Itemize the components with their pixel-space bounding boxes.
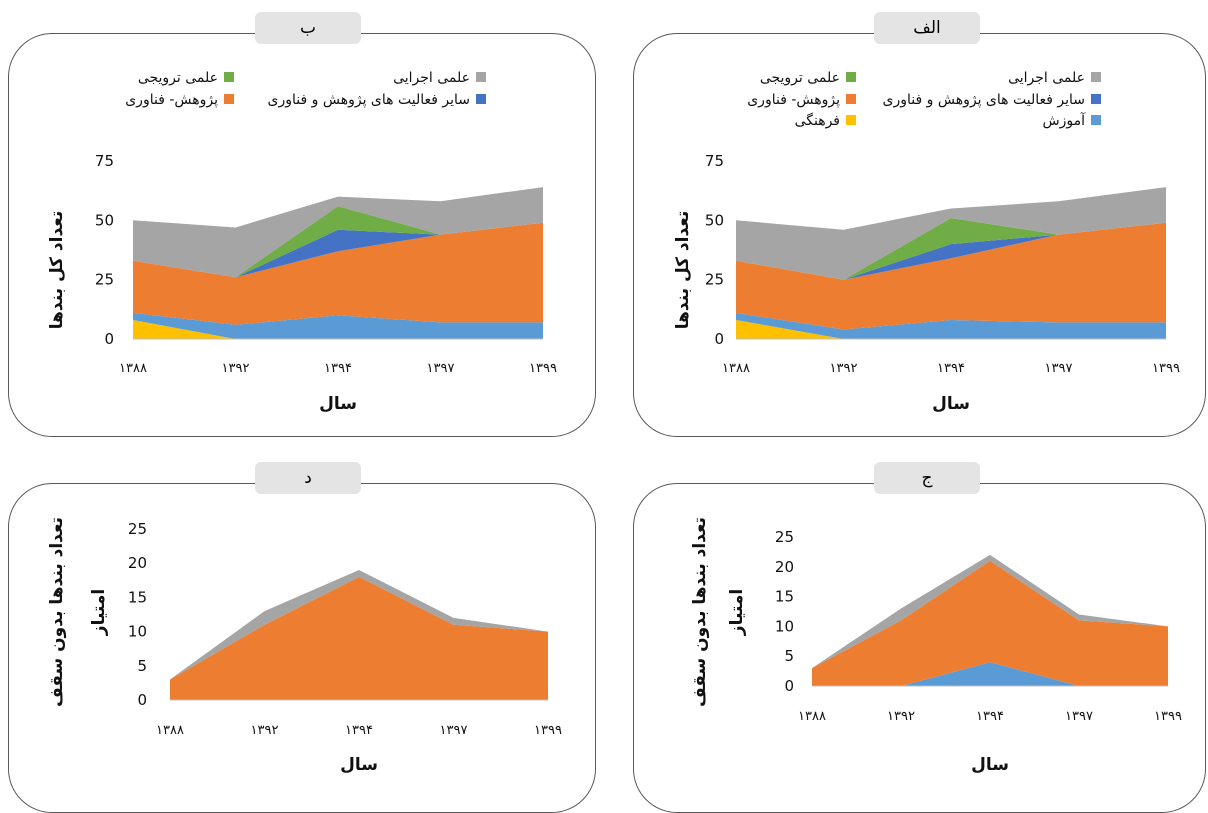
area-be-series-3 bbox=[133, 222, 543, 278]
area-be-series-1 bbox=[133, 312, 543, 339]
chart-alef: 0 25 50 75 ۱۳۸۸ ۱۳۹۲ ۱۳۹۴ ۱۳۹۷ ۱۳۹۹ سال تعداد کل ب… bbox=[673, 70, 1180, 414]
area-dal-series-1 bbox=[170, 570, 548, 680]
x-tick-jim-0: ۱۳۸۸ bbox=[798, 709, 826, 724]
x-tick-jim-4: ۱۳۹۹ bbox=[1154, 709, 1182, 724]
y-axis-title-dal-line-1: امتیاز bbox=[89, 589, 109, 636]
x-tick-jim-1: ۱۳۹۲ bbox=[887, 709, 915, 724]
x-axis-title-be: سال bbox=[319, 394, 357, 414]
y-tick-be-3: 75 bbox=[95, 152, 114, 170]
legend-swatch-alef-3 bbox=[846, 94, 856, 104]
y-tick-jim-0: 0 bbox=[784, 677, 794, 695]
y-axis-title-be: تعداد کل بندها bbox=[47, 211, 67, 330]
y-tick-jim-2: 10 bbox=[775, 617, 794, 635]
legend-swatch-be-2 bbox=[476, 94, 486, 104]
legend-swatch-alef-5 bbox=[846, 115, 856, 125]
area-alef-series-1 bbox=[736, 312, 1166, 339]
y-tick-dal-4: 20 bbox=[128, 554, 147, 572]
y-tick-jim-1: 5 bbox=[784, 647, 794, 665]
legend-label-alef-0: علمی اجرایی bbox=[1008, 70, 1085, 86]
legend-swatch-alef-0 bbox=[1091, 72, 1101, 82]
x-tick-dal-3: ۱۳۹۷ bbox=[440, 723, 468, 738]
y-tick-dal-0: 0 bbox=[137, 691, 147, 709]
x-tick-alef-2: ۱۳۹۴ bbox=[937, 361, 965, 376]
chart-dal: 0 5 10 15 20 25 ۱۳۸۸ ۱۳۹۲ ۱۳۹۴ ۱۳۹۷ ۱۳۹۹ سال تعداد ب… bbox=[47, 517, 562, 775]
legend-label-alef-5: فرهنگی bbox=[795, 112, 840, 129]
legend-label-alef-4: آموزش bbox=[1043, 112, 1087, 129]
chart-be: 0 25 50 75 ۱۳۸۸ ۱۳۹۲ ۱۳۹۴ ۱۳۹۷ ۱۳۹۹ سال تعداد کل ب… bbox=[47, 70, 557, 414]
x-axis-title-dal: سال bbox=[340, 755, 378, 775]
x-tick-be-3: ۱۳۹۷ bbox=[427, 361, 455, 376]
area-alef-series-0 bbox=[736, 320, 1166, 339]
area-jim-series-1 bbox=[812, 560, 1168, 686]
y-tick-dal-5: 25 bbox=[128, 520, 147, 538]
legend-swatch-be-3 bbox=[224, 94, 234, 104]
area-alef-series-5 bbox=[736, 187, 1166, 280]
panel-label-jim: ج bbox=[874, 462, 980, 494]
area-alef-series-2 bbox=[736, 222, 1166, 330]
y-axis-title-jim-line-0: تعداد بندها بدون سقف bbox=[690, 517, 710, 707]
x-tick-be-1: ۱۳۹۲ bbox=[222, 361, 250, 376]
y-axis-title-jim-line-1: امتیاز bbox=[727, 589, 747, 636]
x-tick-alef-4: ۱۳۹۹ bbox=[1152, 361, 1180, 376]
y-tick-alef-3: 75 bbox=[705, 152, 724, 170]
legend-label-be-0: علمی اجرایی bbox=[393, 70, 470, 86]
panel-label-be: ب bbox=[255, 12, 361, 44]
y-tick-alef-0: 0 bbox=[714, 330, 724, 348]
x-tick-dal-1: ۱۳۹۲ bbox=[251, 723, 279, 738]
x-axis-title-jim: سال bbox=[971, 755, 1009, 775]
x-tick-alef-0: ۱۳۸۸ bbox=[722, 361, 750, 376]
y-tick-dal-3: 15 bbox=[128, 588, 147, 606]
area-be-series-5 bbox=[133, 187, 543, 278]
area-alef-series-3 bbox=[736, 222, 1166, 280]
y-tick-jim-5: 25 bbox=[775, 528, 794, 546]
panel-label-alef: الف bbox=[874, 12, 980, 44]
y-tick-alef-1: 25 bbox=[705, 271, 724, 289]
x-tick-be-0: ۱۳۸۸ bbox=[119, 361, 147, 376]
x-axis-title-alef: سال bbox=[932, 394, 970, 414]
legend-label-alef-3: پژوهش- فناوری bbox=[747, 92, 840, 108]
x-tick-be-4: ۱۳۹۹ bbox=[529, 361, 557, 376]
x-tick-be-2: ۱۳۹۴ bbox=[324, 361, 352, 376]
x-tick-jim-3: ۱۳۹۷ bbox=[1065, 709, 1093, 724]
area-be-series-0 bbox=[133, 320, 543, 339]
area-dal-series-0 bbox=[170, 576, 548, 700]
y-tick-dal-1: 5 bbox=[137, 657, 147, 675]
y-tick-alef-2: 50 bbox=[705, 211, 724, 229]
y-axis-title-dal-line-0: تعداد بندها بدون سقف bbox=[47, 517, 67, 707]
legend-swatch-be-0 bbox=[476, 72, 486, 82]
area-alef-series-4 bbox=[736, 218, 1166, 280]
x-tick-dal-0: ۱۳۸۸ bbox=[156, 723, 184, 738]
y-axis-title-alef: تعداد کل بندها bbox=[673, 211, 693, 330]
y-tick-be-0: 0 bbox=[104, 330, 114, 348]
area-be-series-4 bbox=[133, 206, 543, 278]
y-tick-be-1: 25 bbox=[95, 271, 114, 289]
y-tick-jim-4: 20 bbox=[775, 558, 794, 576]
y-tick-dal-2: 10 bbox=[128, 623, 147, 641]
legend-swatch-be-1 bbox=[224, 72, 234, 82]
x-tick-dal-4: ۱۳۹۹ bbox=[534, 723, 562, 738]
x-tick-alef-3: ۱۳۹۷ bbox=[1045, 361, 1073, 376]
legend-swatch-alef-1 bbox=[846, 72, 856, 82]
legend-swatch-alef-4 bbox=[1091, 115, 1101, 125]
x-tick-jim-2: ۱۳۹۴ bbox=[976, 709, 1004, 724]
x-tick-alef-1: ۱۳۹۲ bbox=[830, 361, 858, 376]
y-tick-be-2: 50 bbox=[95, 211, 114, 229]
panel-label-dal: د bbox=[255, 462, 361, 494]
x-tick-dal-2: ۱۳۹۴ bbox=[345, 723, 373, 738]
legend-label-alef-2: سایر فعالیت های پژوهش و فناوری bbox=[883, 92, 1085, 108]
chart-jim: 0 5 10 15 20 25 ۱۳۸۸ ۱۳۹۲ ۱۳۹۴ ۱۳۹۷ ۱۳۹۹ سال تعداد ب… bbox=[690, 517, 1182, 775]
legend-swatch-alef-2 bbox=[1091, 94, 1101, 104]
area-be-series-2 bbox=[133, 222, 543, 325]
legend-label-alef-1: علمی ترویجی bbox=[760, 70, 840, 86]
legend-label-be-2: سایر فعالیت های پژوهش و فناوری bbox=[268, 92, 470, 108]
area-jim-series-0 bbox=[812, 662, 1168, 686]
legend-label-be-1: علمی ترویجی bbox=[138, 70, 218, 86]
y-tick-jim-3: 15 bbox=[775, 588, 794, 606]
legend-label-be-3: پژوهش- فناوری bbox=[125, 92, 218, 108]
